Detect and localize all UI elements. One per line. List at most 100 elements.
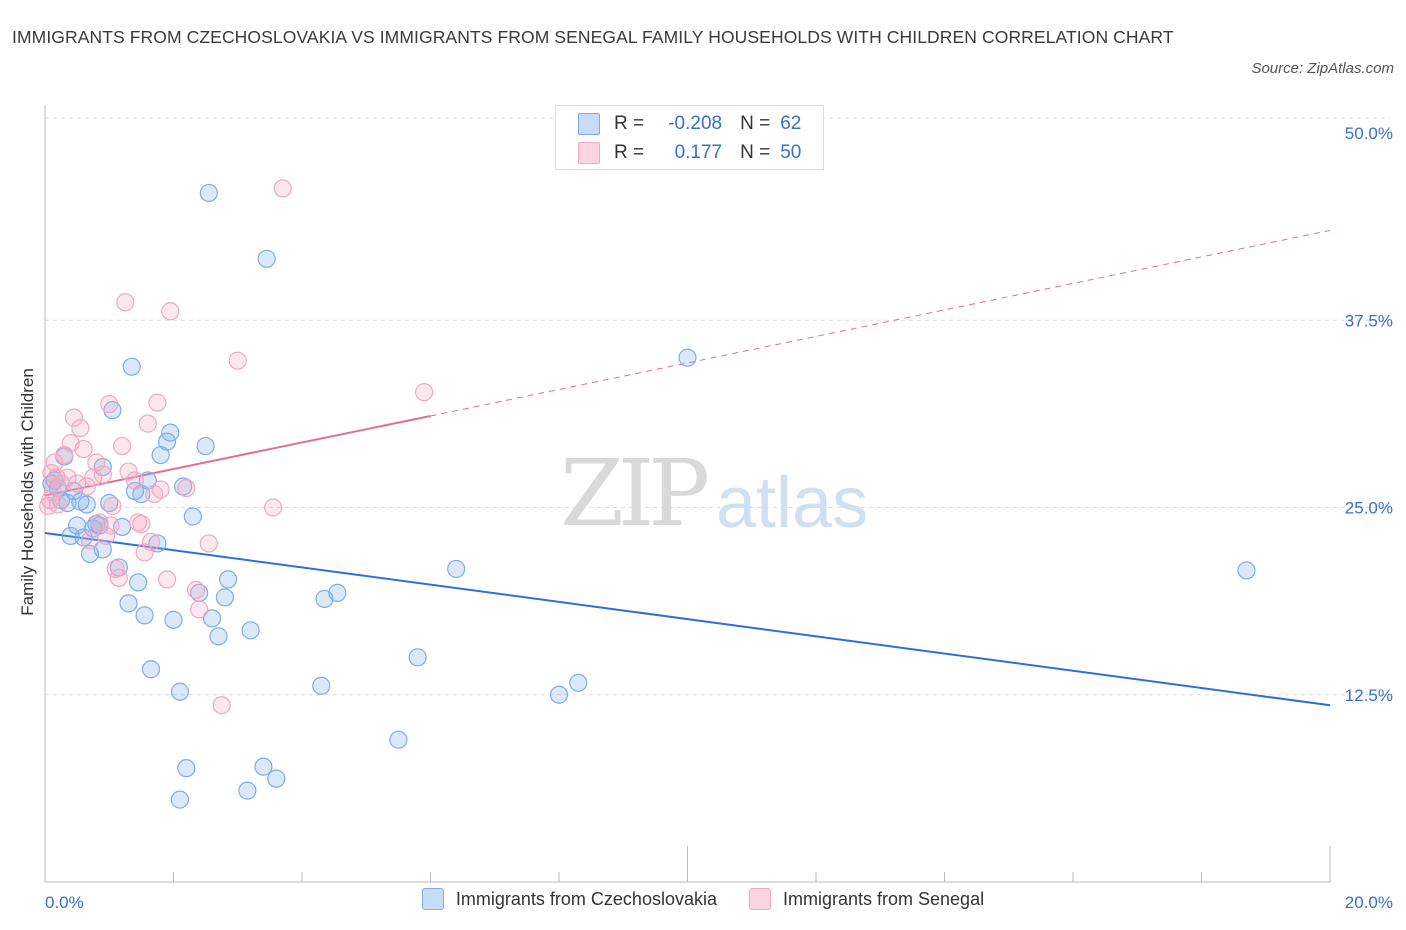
point-czechoslovakia: [678, 348, 697, 367]
point-czechoslovakia: [77, 495, 96, 514]
legend-row-senegal: R = 0.177 N = 50: [578, 140, 801, 166]
point-senegal: [132, 514, 151, 534]
y-tick-label: 25.0%: [1345, 499, 1393, 518]
series-legend: Immigrants from Czechoslovakia Immigrant…: [0, 888, 1406, 910]
point-senegal: [103, 496, 122, 516]
point-czechoslovakia: [1237, 561, 1256, 580]
data-points: [39, 179, 1256, 809]
point-czechoslovakia: [257, 249, 276, 268]
point-senegal: [273, 179, 292, 198]
point-senegal: [228, 351, 247, 370]
watermark: ZIP: [560, 440, 707, 547]
point-senegal: [58, 468, 77, 487]
n-label: N =: [740, 113, 771, 134]
point-senegal: [186, 580, 206, 599]
correlation-legend: R = -0.208 N = 62 R = 0.177 N = 50: [555, 105, 824, 170]
point-senegal: [96, 526, 116, 546]
point-senegal: [148, 393, 167, 412]
n-label: N =: [740, 142, 771, 163]
y-tick-label: 12.5%: [1345, 686, 1393, 705]
point-czechoslovakia: [170, 790, 190, 809]
point-czechoslovakia: [148, 534, 167, 553]
legend-label-czechoslovakia: Immigrants from Czechoslovakia: [455, 888, 717, 909]
point-czechoslovakia: [312, 676, 331, 695]
point-senegal: [100, 395, 119, 414]
point-senegal: [112, 436, 132, 456]
n-value: 50: [780, 142, 802, 163]
point-senegal: [125, 471, 145, 490]
point-senegal: [138, 414, 157, 433]
point-czechoslovakia: [202, 609, 222, 628]
point-senegal: [64, 408, 84, 427]
point-czechoslovakia: [141, 660, 161, 679]
point-czechoslovakia: [122, 357, 141, 376]
point-czechoslovakia: [183, 507, 202, 526]
point-czechoslovakia: [219, 570, 238, 589]
point-senegal: [141, 532, 161, 552]
point-senegal: [74, 439, 93, 459]
r-label: R =: [614, 142, 645, 163]
point-senegal: [101, 516, 120, 535]
point-czechoslovakia: [238, 781, 257, 800]
point-czechoslovakia: [93, 540, 112, 559]
trend-line-senegal-projection: [430, 229, 1331, 417]
point-senegal: [414, 383, 434, 402]
point-czechoslovakia: [129, 573, 148, 592]
point-czechoslovakia: [177, 759, 196, 778]
legend-item-senegal: Immigrants from Senegal: [749, 888, 984, 910]
point-czechoslovakia: [119, 594, 138, 613]
trend-lines: [44, 229, 1331, 707]
r-value: 0.177: [674, 142, 723, 163]
point-senegal: [151, 480, 170, 499]
point-czechoslovakia: [209, 627, 228, 646]
n-value: 62: [780, 113, 802, 134]
point-czechoslovakia: [389, 730, 408, 749]
point-czechoslovakia: [164, 610, 183, 629]
point-senegal: [93, 465, 112, 484]
point-senegal: [80, 531, 100, 550]
point-czechoslovakia: [196, 436, 215, 456]
point-senegal: [77, 477, 96, 496]
point-czechoslovakia: [569, 673, 588, 692]
legend-swatch-czechoslovakia: [421, 888, 444, 910]
tick-labels: 12.5% 25.0% 37.5% 50.0% 0.0% 20.0%: [45, 124, 1393, 912]
x-tick-label: 0.0%: [45, 893, 84, 912]
point-czechoslovakia: [215, 588, 234, 607]
r-label: R =: [614, 113, 645, 134]
point-czechoslovakia: [241, 621, 260, 640]
point-senegal: [71, 419, 90, 438]
point-senegal: [48, 495, 67, 514]
point-czechoslovakia: [267, 769, 286, 788]
legend-item-czechoslovakia: Immigrants from Czechoslovakia: [421, 888, 717, 910]
x-tick-label: 20.0%: [1345, 893, 1393, 912]
y-tick-label: 37.5%: [1345, 311, 1393, 330]
point-czechoslovakia: [100, 493, 119, 513]
trend-line-senegal: [44, 414, 431, 497]
trend-line-czechoslovakia: [44, 531, 1331, 707]
r-value: -0.208: [668, 113, 723, 134]
point-senegal: [119, 462, 138, 481]
point-czechoslovakia: [161, 423, 180, 442]
point-senegal: [212, 696, 231, 715]
point-senegal: [135, 543, 154, 562]
legend-label-senegal: Immigrants from Senegal: [783, 888, 985, 909]
point-senegal: [177, 478, 196, 498]
point-czechoslovakia: [170, 682, 190, 701]
point-senegal: [190, 600, 209, 619]
point-senegal: [263, 498, 283, 517]
chart-title: IMMIGRANTS FROM CZECHOSLOVAKIA VS IMMIGR…: [12, 27, 1174, 47]
point-czechoslovakia: [408, 648, 427, 667]
point-czechoslovakia: [549, 685, 569, 704]
point-senegal: [45, 453, 64, 472]
point-senegal: [199, 534, 218, 553]
legend-swatch-senegal: [749, 888, 771, 910]
source-note: Source: ZipAtlas.com: [1251, 60, 1394, 77]
point-czechoslovakia: [135, 606, 154, 625]
point-czechoslovakia: [447, 559, 466, 579]
point-czechoslovakia: [199, 183, 218, 203]
point-czechoslovakia: [328, 583, 347, 602]
y-tick-label: 50.0%: [1345, 124, 1393, 143]
legend-row-czechoslovakia: R = -0.208 N = 62: [578, 111, 801, 137]
watermark-atlas: atlas: [716, 463, 868, 543]
